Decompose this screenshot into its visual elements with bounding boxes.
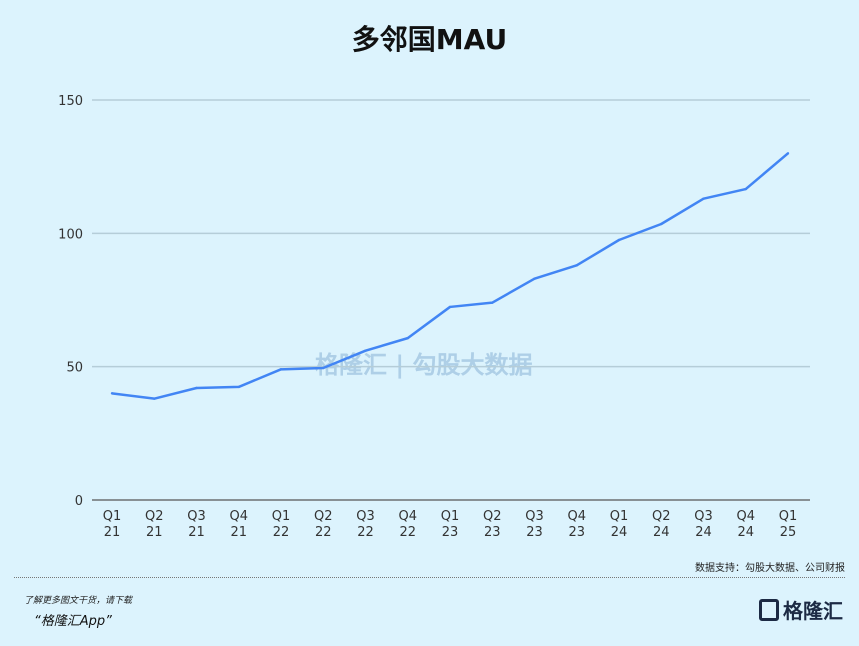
brand-logo: 格隆汇 bbox=[759, 595, 843, 624]
promo-text: 了解更多图文干货，请下载 bbox=[24, 596, 133, 606]
data-point bbox=[575, 264, 578, 267]
x-tick-label: 23 bbox=[484, 525, 501, 540]
x-tick-label: Q1 bbox=[610, 509, 629, 524]
y-tick-label: 150 bbox=[58, 94, 83, 109]
y-tick-label: 0 bbox=[75, 494, 83, 509]
x-tick-label: Q2 bbox=[145, 509, 164, 524]
data-point bbox=[406, 336, 409, 340]
data-point bbox=[744, 187, 747, 191]
x-tick-label: Q4 bbox=[567, 509, 586, 524]
x-tick-label: Q3 bbox=[356, 509, 375, 524]
data-point bbox=[237, 385, 240, 389]
data-point bbox=[364, 349, 367, 352]
y-tick-label: 100 bbox=[58, 227, 83, 242]
chart-title: 多邻国MAU bbox=[351, 23, 508, 56]
x-tick-label: Q1 bbox=[272, 509, 291, 524]
data-point bbox=[110, 392, 114, 395]
data-source: 数据支持：勾股大数据、公司财报 bbox=[695, 563, 845, 574]
data-point bbox=[195, 386, 198, 390]
x-tick-label: 22 bbox=[315, 525, 332, 540]
x-tick-label: 23 bbox=[526, 525, 543, 540]
x-tick-label: 24 bbox=[695, 525, 712, 540]
x-tick-label: 25 bbox=[780, 525, 797, 540]
x-tick-label: Q1 bbox=[103, 509, 122, 524]
promo-app: “格隆汇App” bbox=[34, 614, 112, 629]
x-tick-label: Q4 bbox=[229, 509, 248, 524]
data-point bbox=[617, 238, 621, 242]
x-tick-label: Q3 bbox=[694, 509, 713, 524]
line-chart: 050100150Q121Q221Q321Q421Q122Q222Q322Q42… bbox=[58, 94, 810, 540]
data-point bbox=[448, 305, 452, 309]
x-tick-label: Q2 bbox=[314, 509, 333, 524]
x-tick-label: 21 bbox=[146, 525, 163, 540]
x-tick-label: 21 bbox=[230, 525, 247, 540]
data-point bbox=[786, 152, 790, 155]
data-point bbox=[491, 301, 494, 304]
x-tick-label: 24 bbox=[653, 525, 670, 540]
x-tick-label: Q3 bbox=[525, 509, 544, 524]
x-tick-label: 22 bbox=[399, 525, 416, 540]
data-point bbox=[322, 366, 325, 370]
x-tick-label: 22 bbox=[273, 525, 290, 540]
data-point bbox=[533, 277, 536, 280]
x-tick-label: Q2 bbox=[483, 509, 502, 524]
x-tick-label: 23 bbox=[442, 525, 459, 540]
data-point bbox=[702, 197, 705, 200]
x-tick-label: 21 bbox=[188, 525, 205, 540]
x-tick-label: Q4 bbox=[736, 509, 755, 524]
x-tick-label: Q4 bbox=[398, 509, 417, 524]
x-tick-label: Q2 bbox=[652, 509, 671, 524]
x-tick-label: 22 bbox=[357, 525, 374, 540]
data-point bbox=[660, 222, 663, 226]
x-tick-label: 24 bbox=[611, 525, 628, 540]
x-tick-label: Q3 bbox=[187, 509, 206, 524]
x-tick-label: Q1 bbox=[441, 509, 460, 524]
x-tick-label: 24 bbox=[737, 525, 754, 540]
logo-text: 格隆汇 bbox=[783, 599, 843, 623]
data-point bbox=[279, 368, 283, 371]
x-tick-label: 21 bbox=[104, 525, 121, 540]
divider bbox=[14, 577, 845, 578]
series-line bbox=[111, 152, 789, 400]
x-tick-label: Q1 bbox=[779, 509, 798, 524]
data-point bbox=[153, 397, 156, 400]
logo-g-icon bbox=[759, 598, 779, 621]
y-tick-label: 50 bbox=[66, 361, 83, 376]
x-tick-label: 23 bbox=[568, 525, 585, 540]
